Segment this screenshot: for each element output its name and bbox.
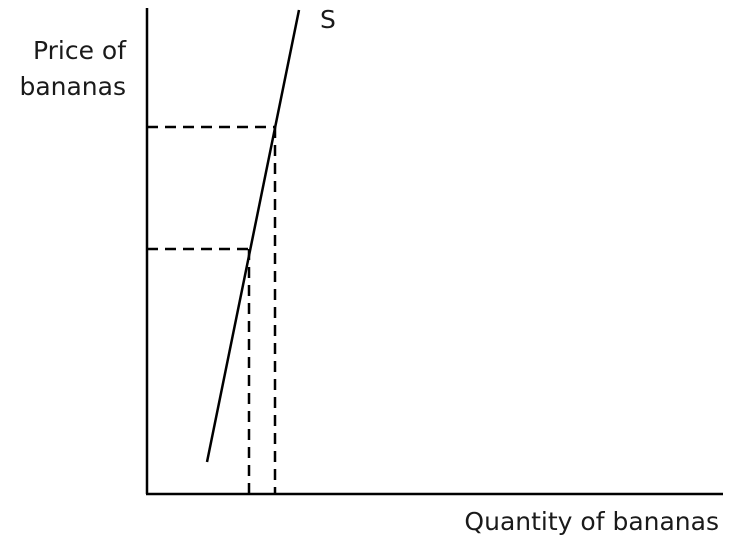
supply-curve	[205, 9, 301, 463]
supply-curve-label: S	[320, 5, 336, 34]
y-axis-label-line-1: Price of	[33, 36, 127, 65]
y-axis-label-line-2: bananas	[19, 72, 126, 101]
x-axis-label: Quantity of bananas	[464, 507, 719, 536]
